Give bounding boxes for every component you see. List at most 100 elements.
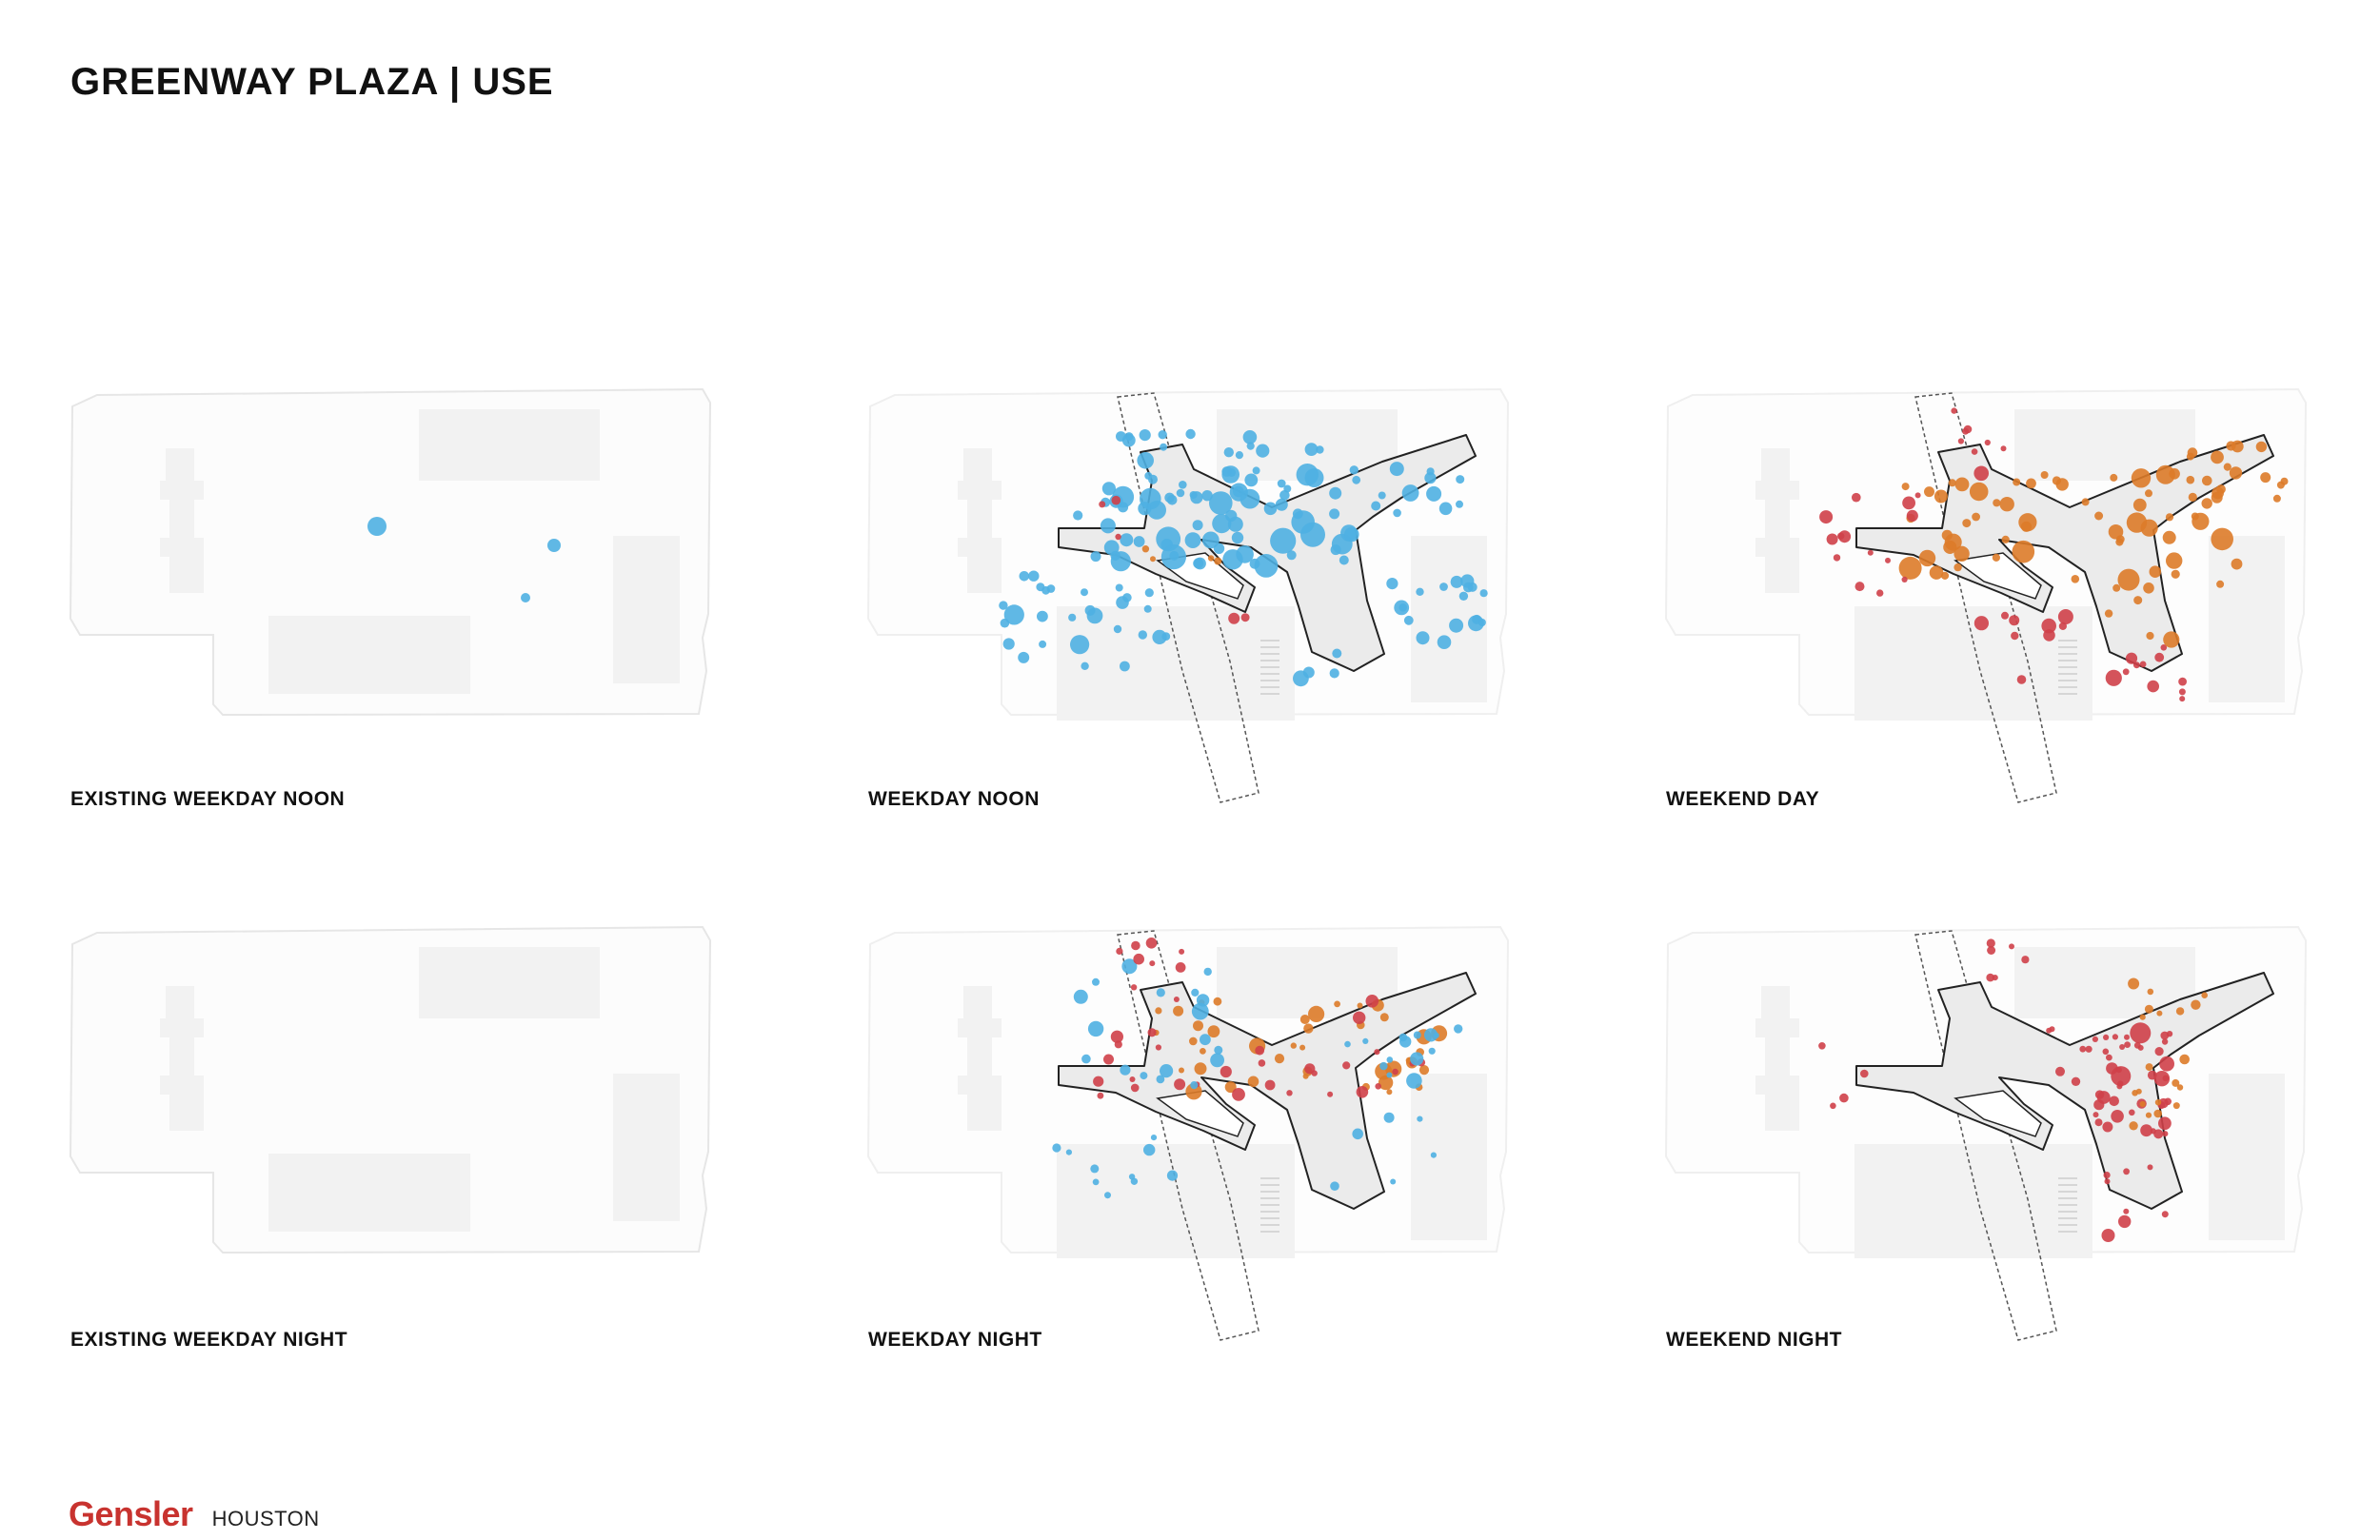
activity-dot: [1437, 635, 1452, 649]
activity-dot: [2201, 992, 2208, 998]
activity-dot: [1207, 1025, 1220, 1038]
activity-dot: [1329, 668, 1339, 679]
activity-dot: [1019, 571, 1030, 582]
activity-dot: [1175, 962, 1186, 973]
stair-lines: [1260, 640, 1279, 695]
activity-dot: [1401, 484, 1419, 502]
activity-dot: [1334, 1000, 1340, 1008]
activity-dot: [1885, 557, 1891, 563]
activity-dot: [2132, 661, 2140, 669]
activity-dot: [1292, 508, 1303, 520]
activity-dot: [2071, 1076, 2081, 1086]
activity-dot: [2117, 1080, 2124, 1087]
activity-dot: [2166, 552, 2183, 569]
activity-dot: [2146, 631, 2154, 641]
activity-dot: [1951, 407, 1957, 414]
activity-dot: [2211, 486, 2224, 500]
building-block: [419, 947, 600, 1018]
activity-dot: [1300, 522, 1325, 547]
activity-dot: [1037, 610, 1048, 622]
activity-dot: [2158, 1097, 2169, 1109]
activity-dot: [1068, 613, 1077, 622]
activity-dot: [1901, 483, 1910, 491]
activity-dot: [1227, 516, 1243, 532]
activity-dot: [1458, 591, 1469, 601]
activity-dot: [1116, 947, 1123, 955]
activity-dot: [2021, 956, 2030, 964]
activity-dot: [1200, 1048, 1206, 1055]
activity-dot: [1090, 551, 1101, 563]
activity-dot: [1090, 1164, 1100, 1174]
site-base: [1664, 925, 2308, 1341]
activity-dot: [2154, 652, 2165, 662]
plaza-shape: [1058, 434, 1477, 672]
activity-dot: [1185, 1083, 1202, 1100]
activity-dot: [1898, 556, 1922, 580]
activity-dot: [1426, 467, 1435, 476]
activity-dot: [1463, 582, 1474, 593]
activity-dot: [1962, 519, 1972, 528]
activity-dot: [1148, 474, 1158, 484]
activity-dot: [1103, 1054, 1114, 1065]
activity-dot: [1210, 1053, 1224, 1068]
activity-dot: [1286, 1090, 1293, 1096]
activity-dot: [2137, 1044, 2144, 1051]
activity-dot: [1190, 1081, 1199, 1090]
building-block: [1057, 606, 1295, 721]
building-block: [1411, 1074, 1487, 1240]
stair-lines: [1260, 1177, 1279, 1233]
activity-dot: [1344, 1040, 1351, 1048]
building-block: [1057, 1144, 1295, 1258]
activity-dot: [1456, 475, 1465, 484]
promenade-strip: [1914, 392, 2057, 803]
activity-dot: [2149, 565, 2162, 578]
office-name: HOUSTON: [211, 1507, 320, 1530]
site-plan-map: [1664, 387, 2308, 803]
activity-dot: [1954, 477, 1970, 492]
activity-dot: [1155, 1007, 1162, 1015]
activity-dot: [1826, 533, 1838, 545]
activity-dot: [2129, 1121, 2138, 1131]
activity-dot: [1173, 1005, 1184, 1017]
activity-dot: [1386, 1056, 1394, 1063]
activity-dot: [1969, 482, 1989, 502]
activity-dot: [2101, 1229, 2115, 1242]
activity-dot: [2016, 675, 2027, 684]
plaza-shape: [1058, 972, 1477, 1210]
activity-dot: [1144, 588, 1154, 598]
activity-dot: [1086, 607, 1103, 624]
activity-dot: [2160, 644, 2168, 651]
activity-dot: [1113, 624, 1122, 634]
activity-dot: [547, 539, 561, 552]
activity-dot: [2186, 475, 2195, 484]
activity-dot: [1344, 526, 1359, 543]
activity-dot: [1192, 520, 1203, 531]
activity-dot: [2231, 558, 2243, 570]
activity-dot: [1176, 488, 1185, 498]
activity-dot: [2140, 1124, 2152, 1137]
activity-dot: [1353, 1011, 1366, 1024]
activity-dot: [1830, 1102, 1836, 1110]
activity-dot: [2092, 1112, 2099, 1118]
activity-dot: [2216, 580, 2225, 588]
activity-dot: [2129, 1109, 2135, 1116]
activity-dot: [1999, 497, 2014, 512]
activity-dot: [1092, 977, 1100, 986]
activity-dot: [2165, 513, 2174, 522]
activity-dot: [2124, 1034, 2130, 1040]
activity-dot: [2130, 1022, 2152, 1044]
activity-dot: [2094, 1090, 2105, 1099]
activity-dot: [1449, 618, 1464, 633]
building-block: [268, 1154, 470, 1232]
panel-label: EXISTING WEEKDAY NOON: [70, 788, 346, 810]
activity-dot: [1327, 1091, 1334, 1097]
activity-dot: [1417, 1116, 1423, 1122]
activity-dot: [2255, 441, 2268, 453]
activity-dot: [1339, 555, 1349, 565]
activity-dots: [999, 428, 1488, 687]
activity-dot: [2009, 615, 2020, 626]
activity-dot: [1070, 635, 1090, 655]
activity-dot: [1193, 558, 1204, 569]
activity-dot: [2105, 669, 2122, 686]
activity-dot: [2158, 1116, 2172, 1131]
